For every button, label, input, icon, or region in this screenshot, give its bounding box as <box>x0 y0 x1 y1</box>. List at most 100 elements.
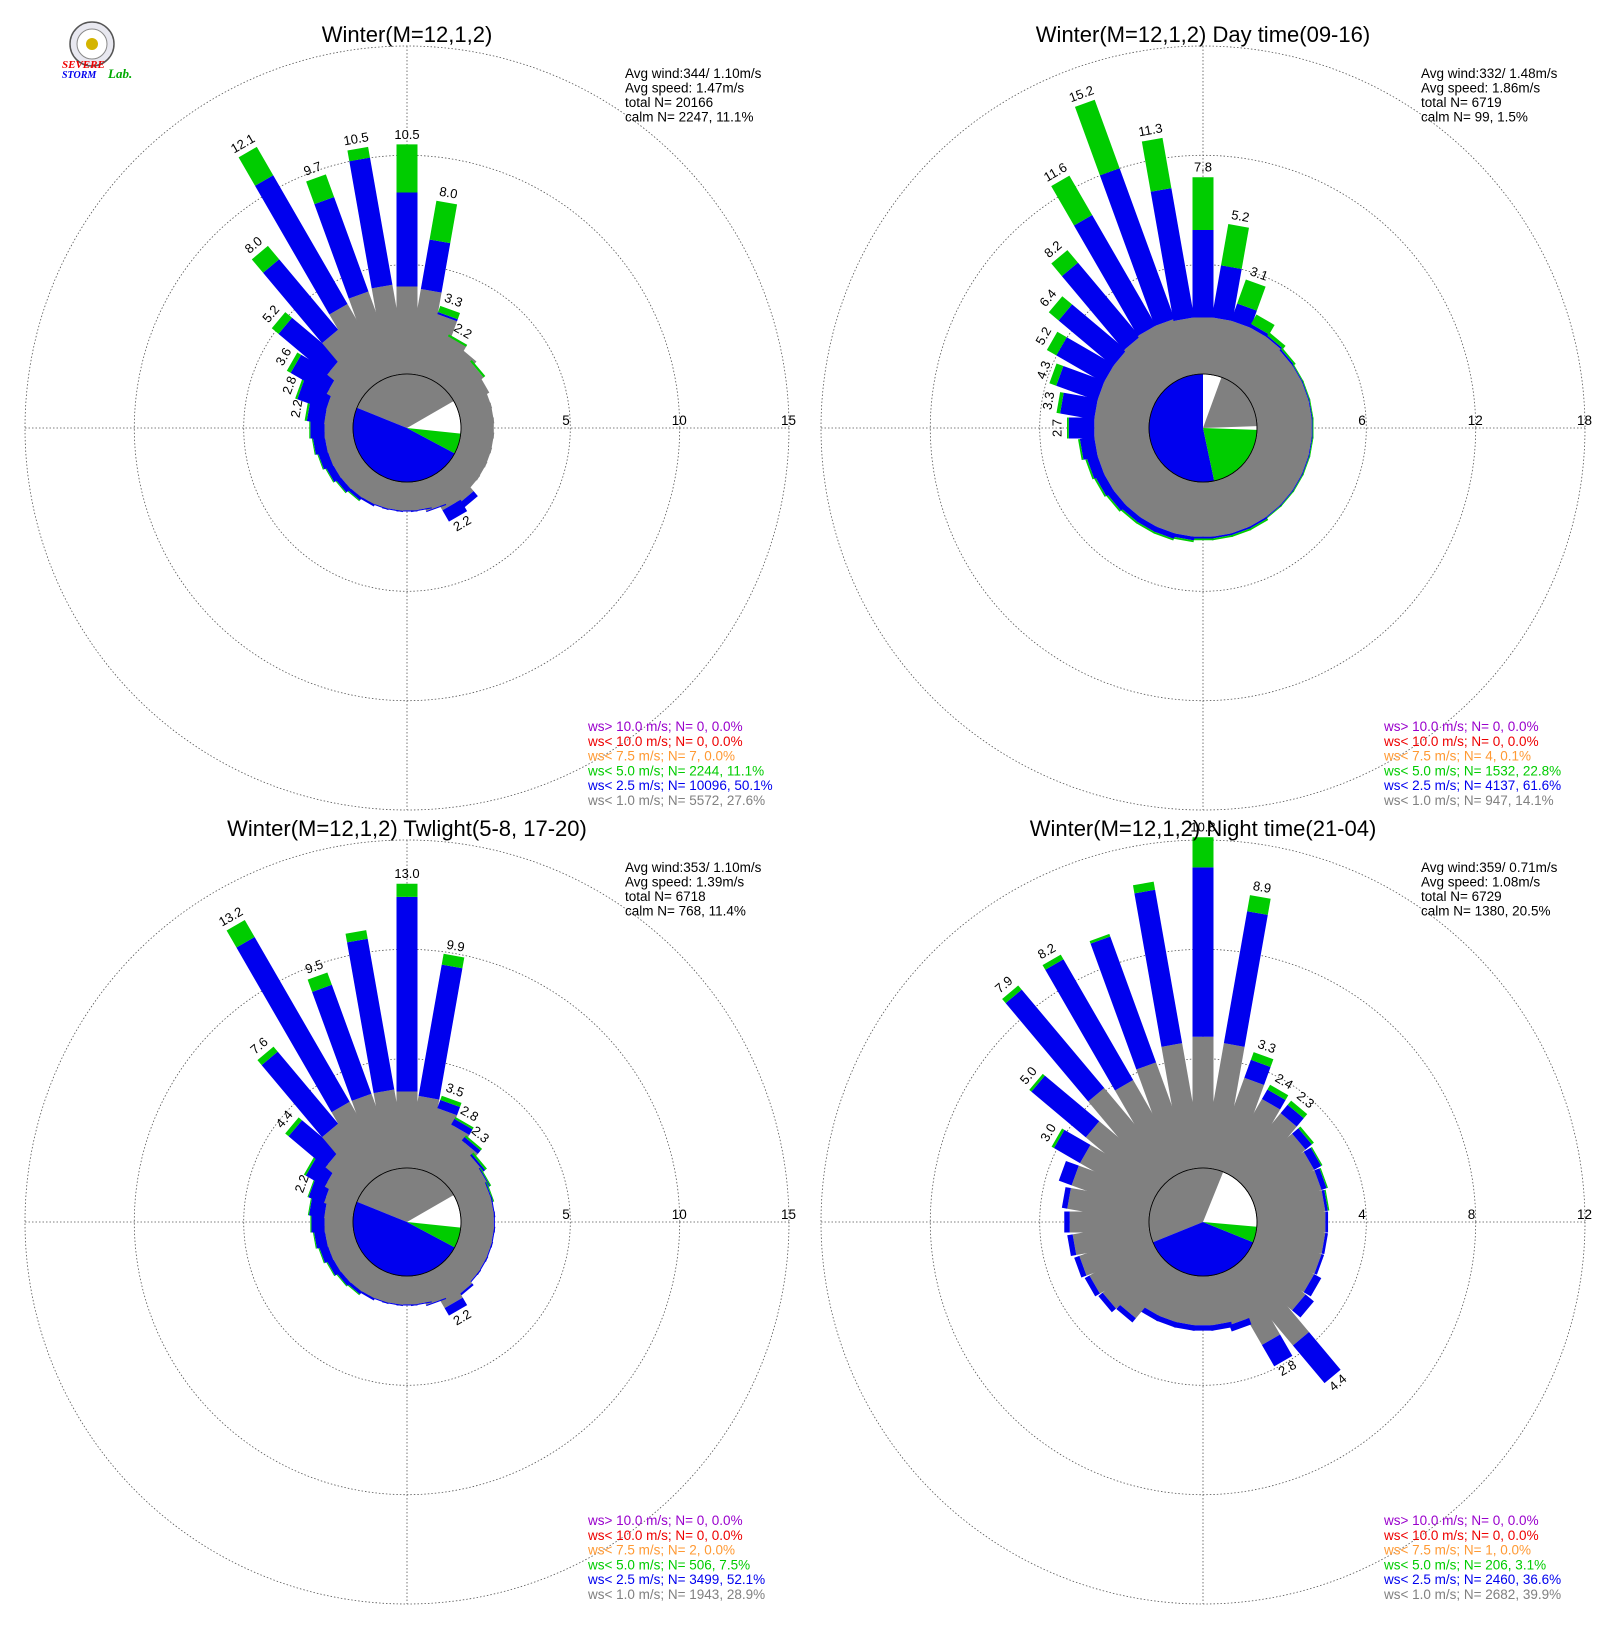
total-count-stat: total N= 6719 <box>1421 95 1502 110</box>
bar-segment-below-5ms <box>1312 417 1314 439</box>
legend-entry: ws< 2.5 m/s; N= 10096, 50.1% <box>587 778 773 793</box>
bar-segment-below-2.5ms <box>1211 533 1233 539</box>
avg-speed-stat: Avg speed: 1.86m/s <box>1421 81 1540 96</box>
bar-segment-below-5ms <box>1237 279 1266 311</box>
bar-segment-below-5ms <box>306 174 335 205</box>
bar-segment-calm-1ms <box>448 1239 488 1275</box>
bar-segment-below-2.5ms <box>1229 1317 1252 1332</box>
legend-entry: ws< 10.0 m/s; N= 0, 0.0% <box>1383 1528 1539 1543</box>
bar-segment-below-5ms <box>295 378 305 400</box>
bar-value-label: 2.2 <box>291 1173 311 1195</box>
sector-bars: 10.58.03.32.22.22.22.83.65.28.012.19.710… <box>228 127 495 534</box>
sector-bars: 13.09.93.52.82.32.22.24.47.613.29.5 <box>216 866 496 1328</box>
core-wedge-blue <box>1149 374 1215 482</box>
bar-value-label: 9.9 <box>445 937 465 955</box>
core-outline <box>352 373 462 483</box>
bar-value-label: 5.2 <box>1230 207 1250 225</box>
ring-tick-label: 8 <box>1468 1207 1476 1222</box>
bar-segment-below-5ms <box>311 434 316 455</box>
chart-title: Winter(M=12,1,2) Day time(09-16) <box>1036 22 1370 47</box>
wind-rose-panel: 5 10 1510.58.03.32.22.22.22.83.65.28.012.1… <box>24 22 796 811</box>
bar-value-label: 10.5 <box>342 129 370 148</box>
core-wedge-green <box>1203 428 1257 481</box>
bar-segment-calm-1ms <box>325 1151 373 1196</box>
avg-speed-stat: Avg speed: 1.47m/s <box>625 81 744 96</box>
bar-segment-below-5ms <box>1280 347 1296 366</box>
bar-segment-calm-1ms <box>1079 1144 1162 1205</box>
wind-rose-panel: 4 8 1210.88.93.32.42.34.42.83.05.07.98.2Wi… <box>820 816 1592 1605</box>
bar-segment-calm-1ms <box>1229 1256 1309 1346</box>
bar-segment-below-2.5ms <box>1155 1315 1178 1328</box>
bar-segment-calm-1ms <box>1244 1239 1315 1293</box>
bar-segment-below-2.5ms <box>261 1051 339 1138</box>
bar-segment-below-5ms <box>471 1152 487 1171</box>
bar-segment-below-5ms <box>1153 531 1174 541</box>
bar-segment-below-5ms <box>285 1117 303 1137</box>
bar-segment-below-2.5ms <box>1073 215 1156 336</box>
legend-entry: ws< 10.0 m/s; N= 0, 0.0% <box>587 1528 743 1543</box>
bar-segment-calm-1ms <box>1220 1098 1281 1181</box>
core-wedge-green <box>407 1222 461 1248</box>
bar-segment-below-5ms <box>1172 536 1194 543</box>
bar-segment-below-5ms <box>1267 1084 1289 1100</box>
bar-segment-below-5ms <box>347 146 370 162</box>
bar-segment-calm-1ms <box>1102 1248 1169 1309</box>
bar-segment-below-5ms <box>1051 175 1093 226</box>
ring-tick-label: 5 <box>562 1207 570 1222</box>
bar-segment-below-2.5ms <box>1321 1232 1328 1255</box>
bar-segment-calm-1ms <box>433 348 477 394</box>
legend-entry: ws> 10.0 m/s; N= 0, 0.0% <box>1383 719 1539 734</box>
bar-segment-below-5ms <box>1085 459 1095 480</box>
bar-segment-below-5ms <box>1247 895 1271 915</box>
bar-segment-below-2.5ms <box>1223 911 1268 1047</box>
bar-segment-below-5ms <box>1221 224 1249 269</box>
ring-tick-label: 12 <box>1468 413 1483 428</box>
core-wedge-green <box>1203 1222 1257 1243</box>
bar-segment-calm-1ms <box>1250 436 1309 476</box>
core-wedge-gray <box>356 1167 454 1222</box>
logo-seal-star-icon <box>86 38 98 50</box>
bar-segment-below-2.5ms <box>1058 1160 1079 1186</box>
bar-segment-below-5ms <box>486 1181 495 1202</box>
bar-segment-below-2.5ms <box>1095 473 1115 496</box>
avg-speed-stat: Avg speed: 1.39m/s <box>625 875 744 890</box>
bar-segment-below-5ms <box>303 1156 317 1176</box>
sector-bars: 7.85.23.12.73.34.35.26.48.211.615.211.3 <box>1032 82 1314 543</box>
total-count-stat: total N= 6718 <box>625 889 706 904</box>
bar-segment-below-2.5ms <box>1154 526 1176 539</box>
bar-segment-below-2.5ms <box>470 1153 486 1172</box>
bar-segment-below-5ms <box>396 883 418 897</box>
bar-segment-below-5ms <box>1002 985 1022 1004</box>
bar-segment-calm-1ms <box>1237 1248 1306 1311</box>
bar-segment-below-2.5ms <box>1074 1255 1087 1278</box>
ring-tick-label: 10 <box>672 413 687 428</box>
calm-count-stat: calm N= 768, 11.4% <box>625 904 746 919</box>
legend-entry: ws< 1.0 m/s; N= 2682, 39.9% <box>1383 1587 1561 1602</box>
bar-segment-below-2.5ms <box>278 317 341 375</box>
bar-segment-calm-1ms <box>1085 1121 1169 1196</box>
bar-segment-below-5ms <box>1319 1167 1328 1189</box>
bar-segment-calm-1ms <box>1244 445 1303 492</box>
lab-logo: SEVERE STORM Lab. <box>62 21 132 81</box>
bar-segment-below-2.5ms <box>1261 1089 1286 1110</box>
bar-segment-below-2.5ms <box>288 1120 339 1168</box>
avg-wind-stat: Avg wind:332/ 1.48m/s <box>1421 66 1558 81</box>
bar-segment-below-5ms <box>1132 881 1156 894</box>
bar-segment-below-2.5ms <box>426 503 447 513</box>
bar-segment-below-2.5ms <box>314 196 369 299</box>
bar-segment-below-5ms <box>1067 417 1069 439</box>
bar-segment-calm-1ms <box>371 284 408 377</box>
bar-segment-below-5ms <box>310 1211 312 1233</box>
bar-segment-calm-1ms <box>415 314 458 381</box>
bar-segment-below-2.5ms <box>1291 364 1304 383</box>
bar-segment-calm-1ms <box>1250 1230 1322 1274</box>
bar-segment-below-5ms <box>1309 398 1314 420</box>
bar-segment-below-5ms <box>316 1243 325 1264</box>
bar-value-label: 2.7 <box>1049 419 1064 437</box>
bar-segment-below-2.5ms <box>1308 436 1313 458</box>
bar-segment-calm-1ms <box>433 1140 478 1188</box>
bar-segment-below-5ms <box>345 930 368 943</box>
logo-line-severe: SEVERE <box>62 59 105 71</box>
bar-segment-below-2.5ms <box>1136 516 1158 533</box>
avg-speed-stat: Avg speed: 1.08m/s <box>1421 875 1540 890</box>
